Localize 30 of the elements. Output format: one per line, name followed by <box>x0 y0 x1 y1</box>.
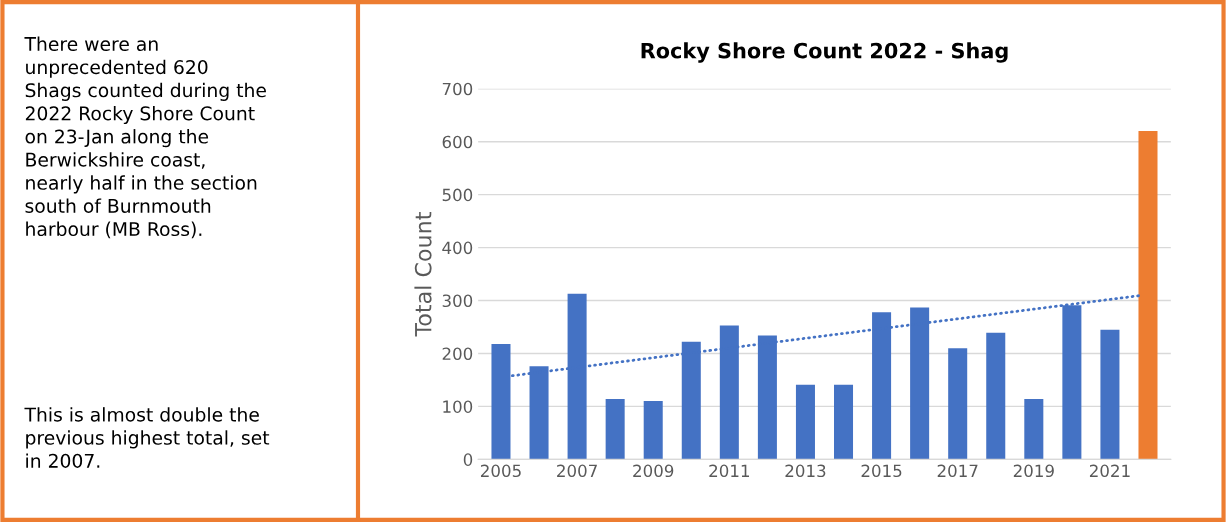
x-tick-label: 2015 <box>861 464 902 478</box>
x-tick-label: 2017 <box>937 464 978 478</box>
y-tick-label: 0 <box>463 453 473 466</box>
bar <box>643 401 663 460</box>
text: There were an unprecedented 620 Shags counted during the 2022 Rocky Shore Count on 23-Jan along the Berwickshire coast, nearly half in the section south of Burnmouth harbour (MB Ross). <box>24 36 266 239</box>
x-tick-label: 2005 <box>480 464 521 478</box>
x-tick-label: 2009 <box>633 464 674 478</box>
x-tick-label: 2019 <box>1013 464 1054 478</box>
bar <box>834 384 854 460</box>
x-tick-label: 2021 <box>1089 464 1130 478</box>
y-axis-title: Total Count <box>414 212 432 337</box>
y-tick-label: 400 <box>442 241 473 255</box>
y-tick-label: 200 <box>442 347 473 361</box>
x-tick-label: 2007 <box>557 464 597 478</box>
bar <box>1100 329 1120 460</box>
text: This is almost double the previous highest total, set in 2007. <box>24 407 270 468</box>
y-tick-label: 500 <box>442 188 473 202</box>
y-tick-label: 100 <box>443 400 473 413</box>
x-tick-label: 2013 <box>785 464 826 478</box>
bar <box>948 348 968 460</box>
bar <box>986 332 1006 460</box>
chart-title: Rocky Shore Count 2022 - Shag <box>641 42 1008 63</box>
bar <box>605 399 625 460</box>
bar <box>1024 399 1044 460</box>
bar <box>795 384 815 460</box>
bar <box>1138 131 1158 460</box>
y-tick-label: 700 <box>442 82 473 96</box>
y-tick-label: 300 <box>442 294 473 308</box>
y-tick-label: 600 <box>442 135 473 149</box>
x-tick-label: 2011 <box>709 464 749 478</box>
